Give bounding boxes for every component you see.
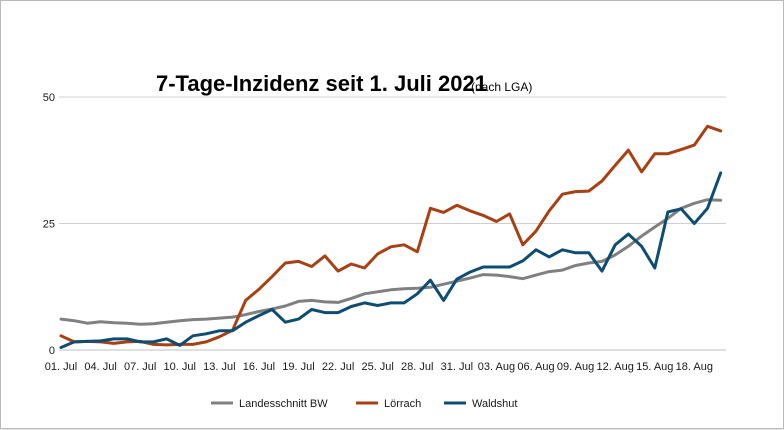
y-tick-label: 25 [43,219,55,231]
chart-subtitle: (nach LGA) [471,80,532,94]
x-tick-label: 13. Jul [203,361,235,373]
x-tick-label: 12. Aug [597,361,634,373]
series-lines [59,124,723,349]
legend-label: Lörrach [384,398,421,410]
x-tick-label: 10. Jul [164,361,196,373]
x-tick-label: 28. Jul [401,361,433,373]
y-tick-label: 50 [43,92,55,104]
x-tick-label: 09. Aug [557,361,594,373]
x-tick-label: 04. Jul [84,361,116,373]
series-line-waldshut [59,171,723,349]
x-tick-label: 22. Jul [322,361,354,373]
chart-title: 7-Tage-Inzidenz seit 1. Juli 2021 [156,71,487,96]
x-axis-ticks: 01. Jul 04. Jul 07. Jul 10. Jul 13. Jul 16. J… [45,361,713,373]
x-tick-label: 07. Jul [124,361,156,373]
x-tick-label: 18. Aug [676,361,713,373]
x-tick-label: 06. Aug [517,361,554,373]
x-tick-label: 19. Jul [282,361,314,373]
x-tick-label: 16. Jul [243,361,275,373]
x-tick-label: 31. Jul [441,361,473,373]
series-line-landesschnitt-bw [59,198,723,326]
y-tick-label: 0 [49,345,55,357]
x-tick-label: 01. Jul [45,361,77,373]
x-tick-label: 25. Jul [361,361,393,373]
gridlines [59,96,726,351]
legend: Landesschnitt BW Lörrach Waldshut [211,398,517,410]
x-tick-label: 03. Aug [478,361,515,373]
legend-label: Landesschnitt BW [239,398,328,410]
x-tick-label: 15. Aug [636,361,673,373]
series-line-l-rrach [59,124,723,347]
y-axis-ticks: 0 25 50 [43,92,55,357]
legend-label: Waldshut [472,398,517,410]
